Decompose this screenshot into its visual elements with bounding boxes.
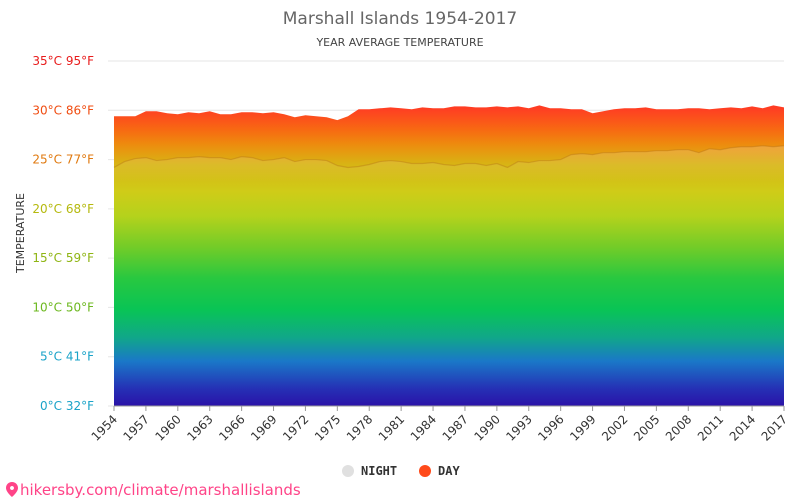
x-tick-label: 1987 [440,412,471,443]
x-tick-label: 1981 [376,412,407,443]
source-credit[interactable]: hikersby.com/climate/marshallislands [6,481,301,499]
y-tick-label: 25°C 77°F [32,153,94,167]
y-tick-label: 0°C 32°F [40,399,94,413]
chart-title: Marshall Islands 1954-2017 [283,9,517,29]
location-pin-icon [6,482,18,497]
plot-area [113,105,785,407]
legend: NIGHT DAY [342,464,460,478]
x-tick-label: 2008 [663,412,694,443]
y-tick-label: 5°C 41°F [40,350,94,364]
x-tick-label: 1972 [280,412,311,443]
x-tick-label: 1996 [535,412,566,443]
x-tick-label: 2017 [759,412,790,443]
x-axis-ticks: 1954 1957 1960 1963 1966 1969 1972 1975 1978 1981… [89,405,790,444]
x-tick-label: 1963 [184,412,215,443]
x-tick-label: 2014 [727,412,758,443]
y-tick-label: 20°C 68°F [32,202,94,216]
y-tick-label: 35°C 95°F [32,54,94,68]
x-tick-label: 1990 [471,412,502,443]
legend-day-label[interactable]: DAY [438,464,460,478]
source-link[interactable]: hikersby.com/climate/marshallislands [20,481,301,499]
x-tick-label: 1966 [216,412,247,443]
y-axis-ticks: 0°C 32°F 5°C 41°F 10°C 50°F 15°C 59°F 20°C 6… [32,54,94,413]
x-tick-label: 1969 [248,412,279,443]
series-night-area[interactable] [114,145,784,406]
x-tick-label: 1978 [344,412,375,443]
x-tick-label: 1999 [567,412,598,443]
x-tick-label: 1984 [408,412,439,443]
y-tick-label: 30°C 86°F [32,103,94,117]
legend-day-marker[interactable] [419,465,431,477]
x-tick-label: 1960 [152,412,183,443]
legend-night-marker[interactable] [342,465,354,477]
y-tick-label: 10°C 50°F [32,300,94,314]
x-tick-label: 1975 [312,412,343,443]
legend-night-label[interactable]: NIGHT [361,464,397,478]
series-night-line [113,145,785,169]
x-tick-label: 1993 [503,412,534,443]
x-tick-label: 2011 [695,412,726,443]
x-tick-label: 1957 [121,412,152,443]
x-tick-label: 2002 [599,412,630,443]
x-tick-label: 1954 [89,412,120,443]
chart-subtitle: YEAR AVERAGE TEMPERATURE [315,36,483,49]
y-axis-label: TEMPERATURE [14,193,27,274]
y-tick-label: 15°C 59°F [32,251,94,265]
x-tick-label: 2005 [631,412,662,443]
